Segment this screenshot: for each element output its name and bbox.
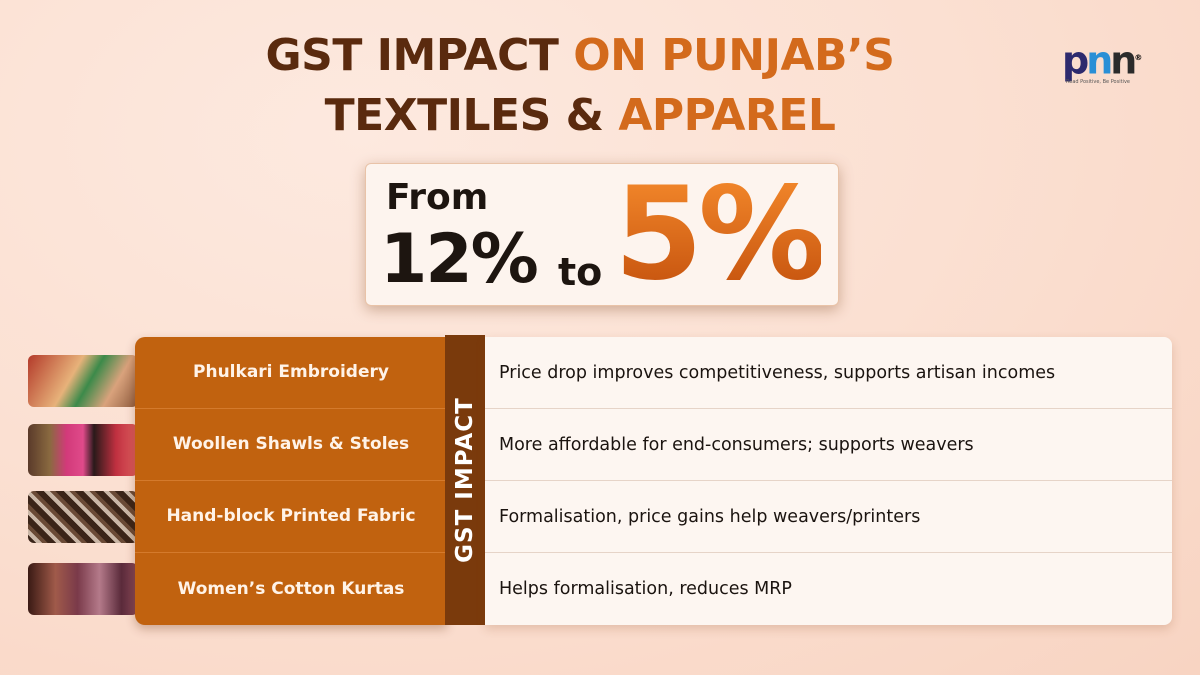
headline-accent: ON PUNJAB’S — [573, 30, 895, 81]
old-rate: 12% — [380, 220, 539, 299]
phulkari-image — [28, 355, 138, 407]
impact-cell: Formalisation, price gains help weavers/… — [485, 481, 1172, 553]
kurtas-image — [28, 563, 138, 615]
item-cell: Hand-block Printed Fabric — [135, 481, 447, 553]
headline-dark: TEXTILES & — [324, 90, 619, 141]
rate-change-box: From 12% to 5% — [365, 163, 839, 306]
item-cell: Women’s Cotton Kurtas — [177, 578, 405, 599]
to-label: to — [558, 250, 603, 294]
headline-line-2: TEXTILES & APPAREL — [100, 90, 1060, 142]
item-cell: Woollen Shawls & Stoles — [135, 409, 447, 481]
items-column: Phulkari Embroidery Woollen Shawls & Sto… — [135, 337, 447, 625]
impact-cell: Price drop improves competitiveness, sup… — [485, 337, 1172, 409]
from-label: From — [386, 177, 489, 218]
item-cell: Phulkari Embroidery — [135, 337, 447, 409]
new-rate: 5% — [614, 163, 826, 306]
pnn-logo: pnn® Read Positive, Be Positive — [1062, 40, 1162, 86]
headline-dark: GST IMPACT — [265, 30, 574, 81]
gst-impact-label: GST IMPACT — [452, 397, 479, 563]
block-print-image — [28, 491, 138, 543]
logo-tagline: Read Positive, Be Positive — [1066, 78, 1130, 85]
gst-impact-label-strip: GST IMPACT — [445, 335, 485, 625]
impact-cell: Helps formalisation, reduces MRP — [499, 579, 792, 599]
impact-column: Price drop improves competitiveness, sup… — [485, 337, 1172, 625]
impact-cell: More affordable for end-consumers; suppo… — [485, 409, 1172, 481]
headline-line-1: GST IMPACT ON PUNJAB’S — [100, 30, 1060, 82]
headline-accent: APPAREL — [618, 90, 836, 141]
shawls-image — [28, 424, 138, 476]
